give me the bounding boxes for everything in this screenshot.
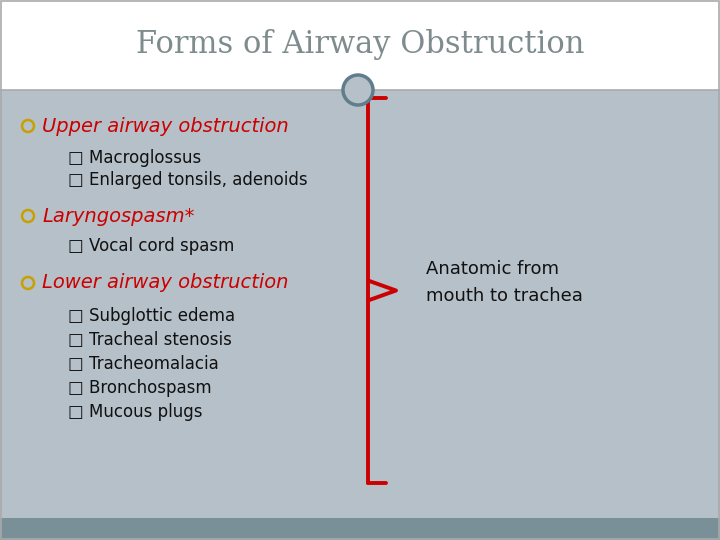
FancyBboxPatch shape <box>0 90 720 518</box>
Text: □ Mucous plugs: □ Mucous plugs <box>68 403 202 421</box>
Text: □ Enlarged tonsils, adenoids: □ Enlarged tonsils, adenoids <box>68 171 307 189</box>
Text: Laryngospasm*: Laryngospasm* <box>42 206 194 226</box>
Text: Forms of Airway Obstruction: Forms of Airway Obstruction <box>136 30 584 60</box>
Text: □ Vocal cord spasm: □ Vocal cord spasm <box>68 237 235 255</box>
Text: Lower airway obstruction: Lower airway obstruction <box>42 273 289 293</box>
Text: Upper airway obstruction: Upper airway obstruction <box>42 117 289 136</box>
Text: □ Tracheomalacia: □ Tracheomalacia <box>68 355 219 373</box>
Text: □ Subglottic edema: □ Subglottic edema <box>68 307 235 325</box>
Text: □ Macroglossus: □ Macroglossus <box>68 149 202 167</box>
FancyBboxPatch shape <box>0 0 720 90</box>
Text: □ Tracheal stenosis: □ Tracheal stenosis <box>68 331 232 349</box>
Circle shape <box>343 75 373 105</box>
Text: Anatomic from
mouth to trachea: Anatomic from mouth to trachea <box>426 260 583 305</box>
FancyBboxPatch shape <box>0 518 720 540</box>
Text: □ Bronchospasm: □ Bronchospasm <box>68 379 212 397</box>
